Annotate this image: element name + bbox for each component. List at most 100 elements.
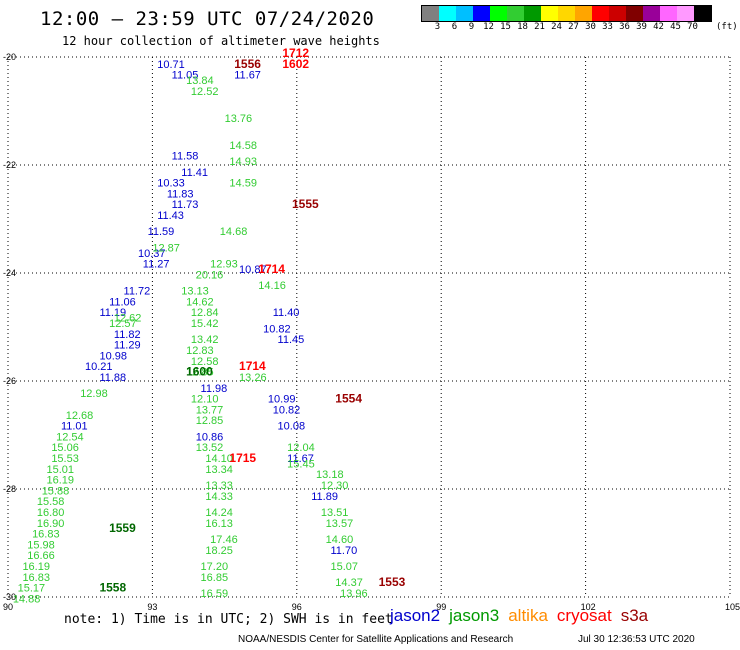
data-point-jason2: 11.43: [157, 210, 184, 222]
y-tick-label: -22: [3, 160, 16, 170]
scale-label: 21: [534, 22, 545, 32]
data-point-jason3: 15.98: [27, 539, 55, 551]
scale-swatch: [660, 6, 677, 21]
chart-subtitle: 12 hour collection of altimeter wave hei…: [62, 34, 380, 48]
data-point-jason3: 14.59: [229, 178, 257, 190]
data-point-jason3: 13.57: [326, 518, 354, 530]
scale-label: 9: [468, 22, 475, 32]
data-point-jason3: 12.85: [186, 367, 214, 379]
data-point-s3a: 1553: [379, 575, 406, 589]
scale-label: 36: [619, 22, 630, 32]
data-point-jason3: 16.85: [201, 572, 229, 584]
data-point-jason3: 12.04: [287, 442, 315, 454]
data-point-jason3: 12.85: [196, 415, 224, 427]
data-point-jason3: 14.58: [229, 140, 257, 152]
scale-label: 18: [517, 22, 528, 32]
data-point-jason3: 12.58: [191, 356, 219, 368]
data-point-jason3: 14.33: [205, 491, 233, 503]
y-tick-label: -20: [3, 52, 16, 62]
data-point-jason3: 13.96: [340, 588, 368, 600]
data-point-jason3: 14.16: [258, 280, 286, 292]
data-point-jason2: 11.58: [172, 151, 199, 163]
scale-label: 24: [551, 22, 562, 32]
data-point-cryosat: 1714: [258, 262, 285, 276]
data-point-jason2: 11.27: [143, 259, 170, 271]
data-point-jason2: 11.40: [273, 307, 300, 319]
y-tick-label: -26: [3, 376, 16, 386]
scale-swatch: [677, 6, 694, 21]
data-point-jason3: 16.83: [22, 572, 50, 584]
legend-cryosat: cryosat: [556, 606, 612, 625]
data-point-jason3: 14.60: [326, 534, 354, 546]
data-point-jason3: 12.10: [191, 394, 219, 406]
data-point-jason2: 10.98: [99, 350, 127, 362]
scale-label: 15: [500, 22, 511, 32]
y-tick-label: -30: [3, 592, 16, 602]
data-point-jason3: 12.84: [191, 307, 219, 319]
scale-swatch: [575, 6, 592, 21]
data-point-jason2: 11.83: [167, 188, 194, 200]
scale-swatch: [439, 6, 456, 21]
y-tick-label: -24: [3, 268, 16, 278]
scale-label: 39: [636, 22, 647, 32]
scale-swatch: [524, 6, 541, 21]
data-point-jason3: 14.37: [335, 577, 363, 589]
legend-jason2: jason2: [390, 606, 441, 625]
scale-swatch: [490, 6, 507, 21]
data-point-jason2: 10.33: [157, 178, 185, 190]
scale-swatch: [609, 6, 626, 21]
legend-jason3: jason3: [449, 606, 500, 625]
data-point-jason3: 17.20: [201, 561, 229, 573]
data-point-jason2: 11.01: [61, 421, 88, 433]
data-point-jason3: 15.17: [18, 583, 46, 595]
data-point-jason3: 13.76: [225, 113, 253, 125]
data-point-jason3: 14.62: [186, 296, 214, 308]
data-point-jason2: 10.71: [157, 59, 185, 71]
scale-swatch: [558, 6, 575, 21]
data-point-jason3: 14.88: [13, 593, 41, 605]
scale-label: 3: [434, 22, 441, 32]
data-point-jason3: 16.19: [47, 475, 75, 487]
data-point-jason2: 11.06: [109, 296, 136, 308]
legend-s3a: s3a: [620, 606, 649, 625]
data-point-jason3: 13.42: [191, 334, 219, 346]
footer-timestamp: Jul 30 12:36:53 UTC 2020: [578, 634, 695, 645]
scale-swatch: [456, 6, 473, 21]
data-point-cryosat: 1714: [239, 359, 266, 373]
data-point-jason3-time: 1559: [109, 521, 136, 535]
data-point-jason3: 12.62: [114, 313, 142, 325]
color-scale-bar: [421, 5, 712, 22]
footer-note: note: 1) Time is in UTC; 2) SWH is in fe…: [64, 612, 393, 627]
data-point-jason3: 16.66: [27, 550, 55, 562]
chart-title: 12:00 – 23:59 UTC 07/24/2020: [40, 8, 375, 30]
data-point-jason2: 11.72: [124, 286, 151, 298]
x-tick-label: 90: [3, 602, 13, 612]
color-scale-unit: (ft): [716, 22, 738, 32]
data-point-jason3: 15.42: [191, 318, 219, 330]
data-point-jason3-time: 1558: [99, 581, 126, 595]
data-point-jason3: 18.25: [205, 545, 233, 557]
legend-altika: altika: [508, 606, 548, 625]
y-tick-label: -28: [3, 484, 16, 494]
data-point-jason2: 11.67: [234, 70, 261, 82]
data-point-jason3: 13.34: [205, 464, 233, 476]
data-point-jason3: 12.87: [152, 242, 180, 254]
data-point-s3a: 1555: [292, 197, 319, 211]
data-point-jason2: 10.82: [273, 404, 301, 416]
data-point-jason3: 12.68: [66, 410, 94, 422]
data-point-jason3: 15.07: [330, 561, 358, 573]
data-point-s3a: 1554: [335, 392, 362, 406]
data-point-jason2: 11.05: [172, 70, 199, 82]
data-point-jason2: 10.37: [138, 248, 166, 260]
data-point-jason3: 16.13: [205, 518, 233, 530]
data-point-cryosat: 1715: [229, 451, 256, 465]
data-point-jason3: 15.45: [287, 458, 315, 470]
data-point-jason3: 14.68: [220, 226, 248, 238]
data-point-jason3: 14.10: [205, 453, 233, 465]
scale-label: 6: [451, 22, 458, 32]
data-point-jason3: 12.57: [109, 318, 137, 330]
data-point-jason3: 13.26: [239, 372, 267, 384]
data-point-jason3: 20.16: [196, 269, 224, 281]
x-tick-label: 96: [292, 602, 302, 612]
